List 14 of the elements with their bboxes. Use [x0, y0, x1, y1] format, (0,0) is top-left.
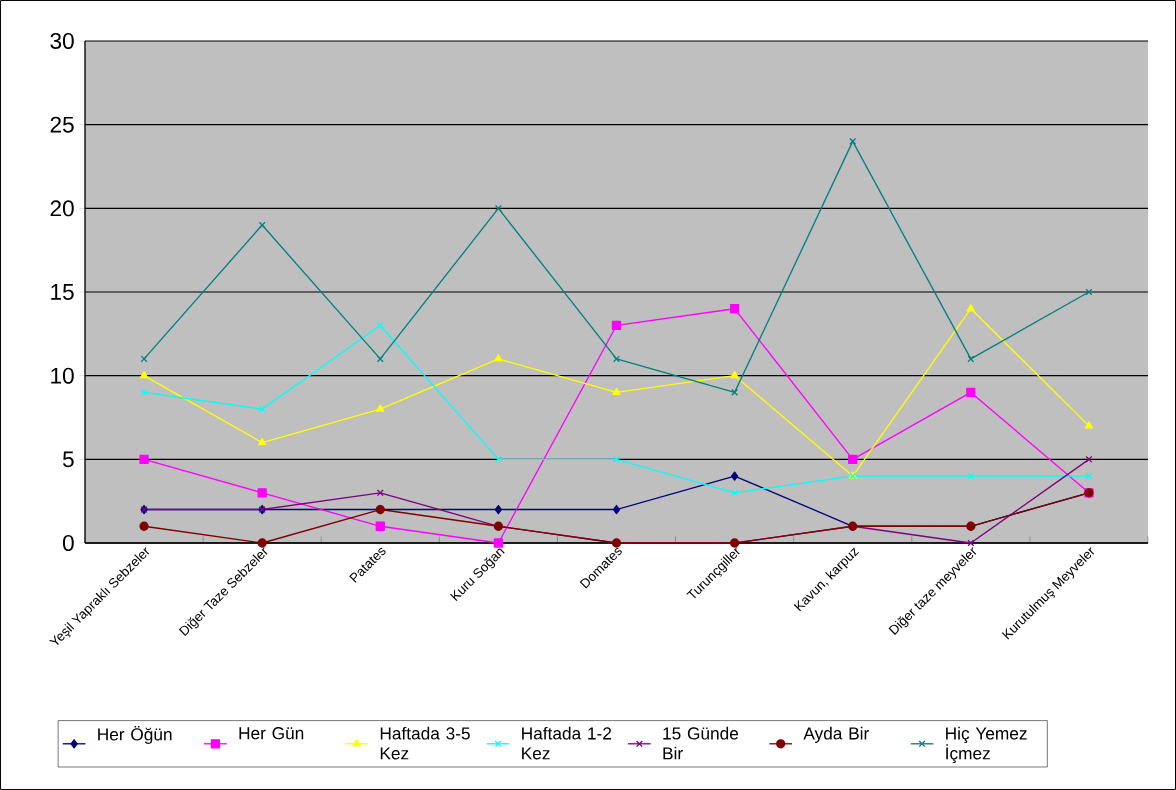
- y-tick-label: 10: [51, 367, 74, 384]
- y-tick-label: 25: [50, 116, 74, 133]
- legend-label: Haftada 1-2 Kez: [522, 726, 612, 760]
- y-tick-label: 20: [50, 200, 74, 217]
- legend-label: Her Gün: [239, 727, 304, 740]
- legend-label: Haftada 3-5 Kez: [380, 726, 470, 760]
- y-tick-label: 5: [62, 451, 74, 468]
- y-tick-label: 30: [50, 33, 74, 49]
- legend-label: Hiç Yemez İçmez: [946, 726, 1027, 763]
- legend-label: Ayda Bir: [803, 726, 869, 743]
- legend-label: 15 Günde Bir: [663, 726, 739, 760]
- legend-label: Her Öğün: [98, 725, 172, 744]
- y-tick-label: 15: [51, 284, 74, 300]
- y-tick-label: 0: [62, 535, 74, 551]
